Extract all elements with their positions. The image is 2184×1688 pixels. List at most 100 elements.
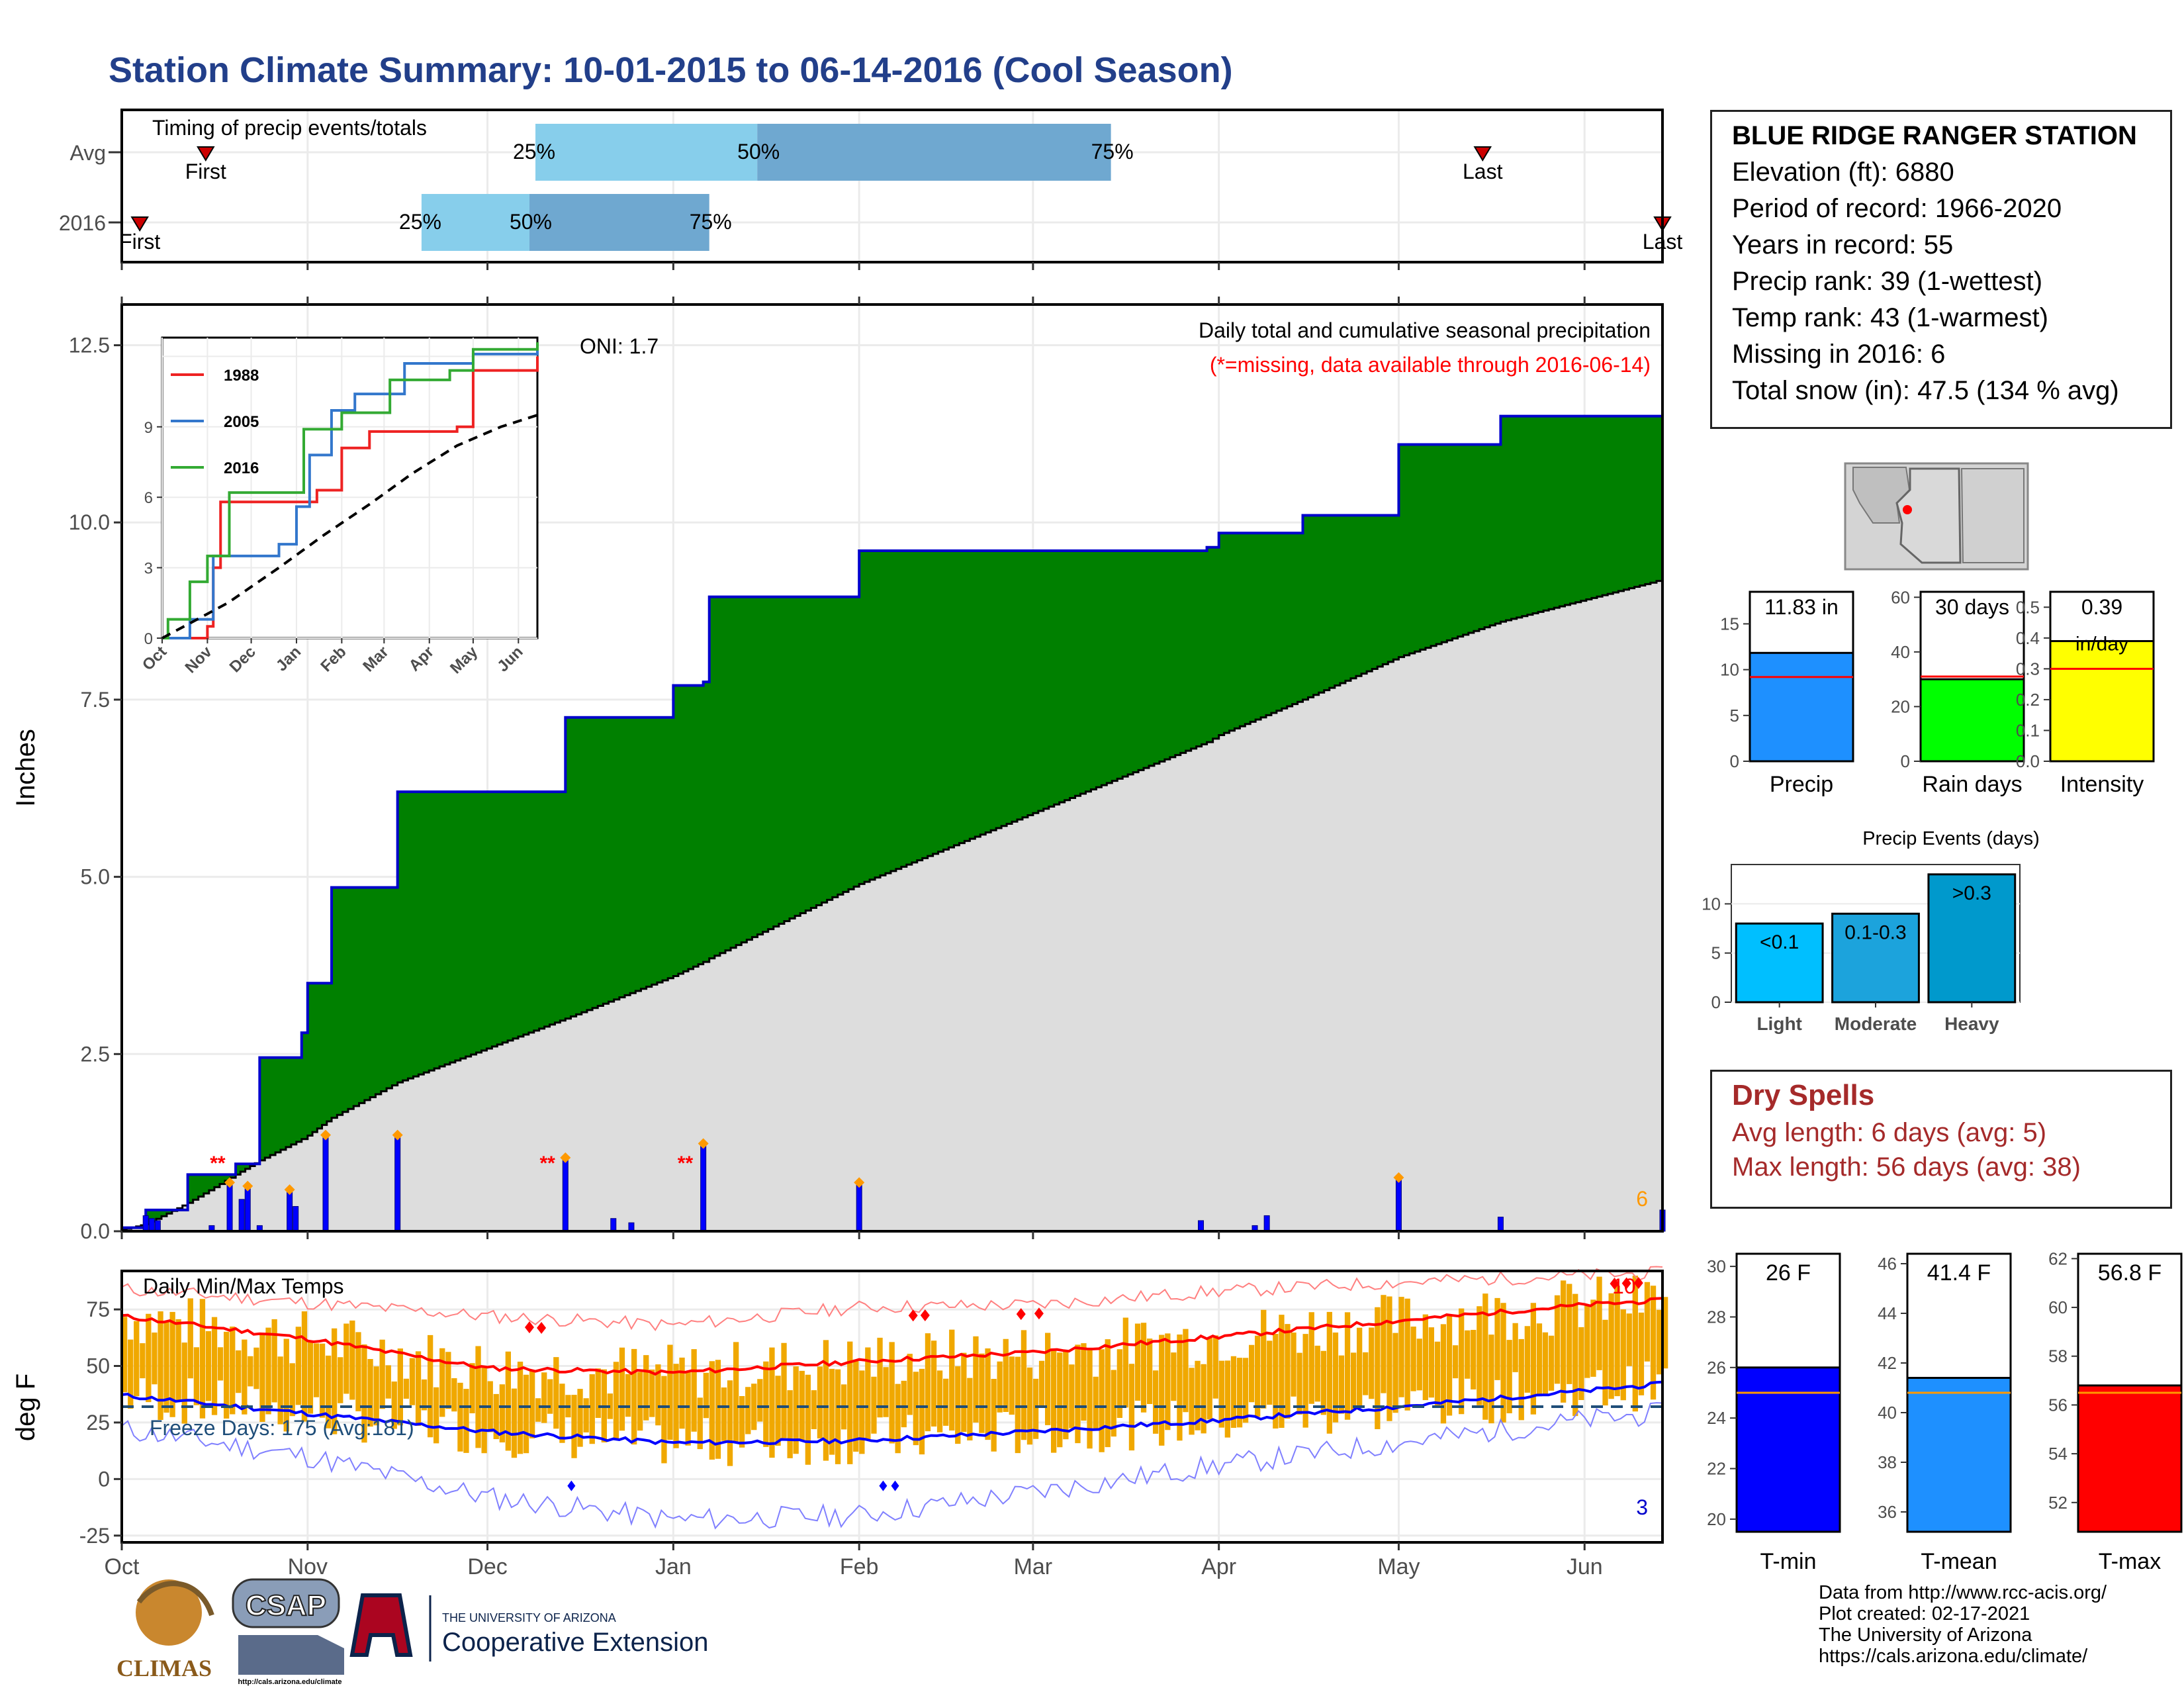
summary-ytick-label: 0.4 [2016, 628, 2040, 648]
timing-label-25: 25% [513, 140, 555, 164]
station-period: Period of record: 1966-2020 [1732, 194, 2062, 223]
arizona-a-logo [349, 1593, 413, 1657]
record-high-count: 10 [1612, 1274, 1636, 1298]
dry-spells-title: Dry Spells [1732, 1079, 1875, 1111]
temp-summary-value-tmax: 56.8 F [2098, 1260, 2161, 1286]
record-low-count: 3 [1636, 1495, 1648, 1519]
precip-ytick-label: 2.5 [81, 1042, 110, 1066]
station-missing: Missing in 2016: 6 [1732, 340, 1946, 369]
temp-summary-value-tmean: 41.4 F [1927, 1260, 1991, 1286]
cumulative-average-area [122, 579, 1662, 1231]
temp-panel: -25 0 25 50 75 Oct Nov Dec Jan Feb Mar Apr May Jun deg… [11, 1266, 1668, 1579]
snow-marker [698, 1138, 709, 1149]
summary-ytick-label: 0.0 [2016, 751, 2040, 771]
footer-line-url: https://cals.arizona.edu/climate/ [1819, 1646, 2088, 1667]
oni-label: ONI: 1.7 [580, 334, 659, 358]
timing-first-marker [197, 146, 215, 162]
record-min-line [121, 1402, 1663, 1530]
timing-row-label: Avg [69, 141, 106, 165]
timing-bar-50-75 [529, 194, 709, 251]
temp-summary-ytick-label: 54 [2048, 1444, 2068, 1464]
summary-ytick-label: 15 [1720, 614, 1739, 633]
temp-xtick-label: May [1377, 1554, 1420, 1579]
precip-events-bar-label: <0.1 [1760, 931, 1799, 953]
record-high-marker [920, 1309, 930, 1322]
precip-events-bar-label: 0.1-0.3 [1844, 921, 1906, 943]
timing-label-50: 50% [510, 210, 552, 234]
temp-xtick-label: Jun [1567, 1554, 1603, 1579]
daily-precip-bar [610, 1218, 617, 1232]
precip-ytick-label: 12.5 [69, 334, 110, 357]
precip-events-category: Moderate [1835, 1013, 1917, 1034]
climas-logo-sun [136, 1579, 202, 1646]
daily-precip-bar [1395, 1180, 1402, 1232]
temp-xtick-label: Nov [288, 1554, 328, 1579]
footer-line-created: Plot created: 02-17-2021 [1819, 1603, 2030, 1624]
daily-precip-bar [244, 1188, 251, 1232]
timing-bar-50-75 [757, 124, 1111, 181]
summary-label-intensity: Intensity [2060, 772, 2144, 797]
record-low-marker [891, 1480, 899, 1491]
temp-summary-label-tmax: T-max [2099, 1549, 2161, 1574]
missing-marker: ** [678, 1152, 694, 1174]
temp-border [120, 1270, 1664, 1544]
precip-events-ytick-label: 5 [1711, 943, 1721, 963]
daily-precip-bar [238, 1199, 245, 1232]
temp-ytick-label: 25 [86, 1411, 110, 1434]
daily-precip-bar [700, 1146, 707, 1232]
inset-line-2016 [162, 342, 539, 639]
temp-summary-ytick-label: 56 [2048, 1395, 2068, 1415]
daily-precip-bar [226, 1184, 233, 1232]
snow-marker [242, 1180, 253, 1192]
summary-ytick-label: 0 [1730, 751, 1739, 771]
inset-frame [161, 336, 539, 639]
record-high-marker [1034, 1307, 1044, 1320]
snow-marker [1393, 1172, 1404, 1183]
precip-ylabel: Inches [11, 729, 40, 807]
dry-spells-max: Max length: 56 days (avg: 38) [1732, 1152, 2081, 1182]
precip-events-category: Light [1756, 1013, 1801, 1034]
snow-marker [284, 1184, 295, 1196]
daily-precip-bar [154, 1220, 161, 1232]
summary-bar-intensity [2049, 639, 2155, 763]
temp-ytick-label: -25 [79, 1524, 110, 1548]
inset-legend-label: 2005 [224, 413, 259, 431]
avg-min-line [121, 1380, 1663, 1446]
summary-ytick-label: 0.3 [2016, 659, 2040, 679]
temp-summary-ytick-label: 46 [1878, 1254, 1897, 1274]
daily-precip-bar [148, 1218, 155, 1232]
temp-summary-ytick-label: 36 [1878, 1502, 1897, 1522]
cumulative-observed-line [122, 393, 1664, 1229]
map-state-neighbor [1852, 467, 1911, 524]
temp-xtick-label: Oct [105, 1554, 140, 1579]
record-high-marker [1610, 1278, 1619, 1290]
precip-events-bar [1927, 873, 2017, 1004]
state-map [1844, 462, 2029, 571]
temp-xtick-label: Dec [467, 1554, 507, 1579]
daily-temp-bars [122, 1276, 1668, 1466]
daily-precip-bar [394, 1137, 401, 1232]
timing-last-marker [1473, 146, 1492, 162]
missing-marker: ** [539, 1152, 555, 1174]
precip-events-category: Heavy [1944, 1013, 1999, 1034]
summary-bars: 11.83 in 0 5 10 15 Precip 30 days 0 20 40 60 Rain d… [1720, 587, 2155, 797]
station-info-box: BLUE RIDGE RANGER STATION Elevation (ft)… [1710, 110, 2172, 429]
csap-logo-mountains [238, 1635, 344, 1675]
temp-summary-ytick-label: 26 [1707, 1358, 1726, 1378]
timing-last-label: Last [1463, 160, 1503, 183]
station-years: Years in record: 55 [1732, 230, 1954, 259]
inset-line-2005 [162, 349, 539, 639]
summary-ytick-label: 5 [1730, 706, 1739, 726]
precip-ytick-label: 10.0 [69, 510, 110, 534]
snow-marker [392, 1129, 403, 1141]
climas-logo-text: CLIMAS [116, 1655, 212, 1681]
precip-annotation-missing: (*=missing, data available through 2016-… [1210, 353, 1651, 377]
temp-ytick-label: 75 [86, 1297, 110, 1321]
temp-summary-ytick-label: 22 [1707, 1459, 1726, 1479]
record-max-line [121, 1266, 1663, 1331]
map-state-new-mexico [1960, 468, 2025, 563]
csap-logo-text: CSAP [246, 1589, 326, 1622]
temp-summary-value-tmin: 26 F [1766, 1260, 1811, 1286]
summary-bar-rain_days [1919, 678, 2025, 763]
daily-precip-bar [142, 1215, 149, 1232]
